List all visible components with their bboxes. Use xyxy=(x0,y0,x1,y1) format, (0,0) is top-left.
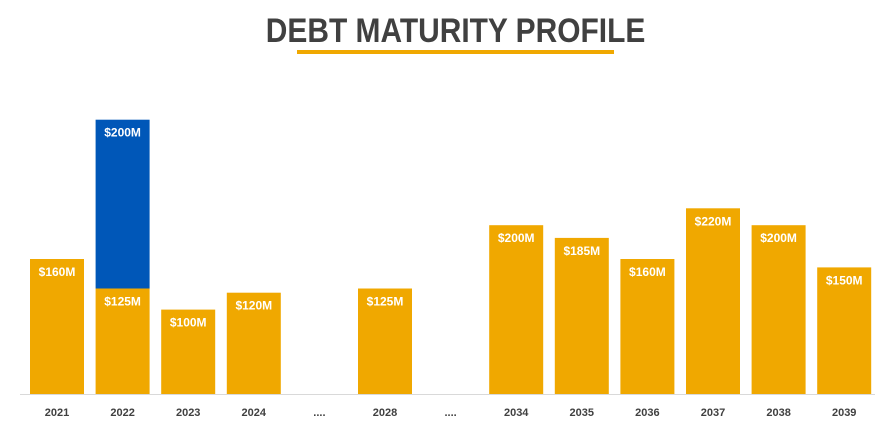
bar-2022-series-1 xyxy=(95,119,150,289)
x-tick-label: 2036 xyxy=(635,407,659,419)
bar-2023-series-0 xyxy=(161,309,216,394)
x-tick-label: 2028 xyxy=(373,407,397,419)
data-label-2038-series-0: $200M xyxy=(760,231,797,245)
bar-2021-series-0 xyxy=(30,259,84,394)
data-label-2022-series-1: $200M xyxy=(104,126,141,140)
x-tick-label: 2035 xyxy=(570,407,594,419)
data-label-2023-series-0: $100M xyxy=(170,316,207,330)
data-label-2036-series-0: $160M xyxy=(629,265,666,279)
x-tick-label: 2023 xyxy=(176,407,200,419)
bar-2022-series-0 xyxy=(95,288,150,394)
x-tick-label: .... xyxy=(313,407,325,419)
bar-2039-series-0 xyxy=(817,267,872,394)
bar-2035-series-0 xyxy=(554,237,609,394)
title-underline xyxy=(297,50,614,54)
bar-2024-series-0 xyxy=(226,292,281,394)
x-tick-label: 2021 xyxy=(45,407,69,419)
x-tick-label: .... xyxy=(444,407,456,419)
chart-title: DEBT MATURITY PROFILE xyxy=(265,12,646,50)
bar-2036-series-0 xyxy=(620,259,675,394)
data-label-2028-series-0: $125M xyxy=(367,295,404,309)
data-label-2024-series-0: $120M xyxy=(235,299,272,313)
data-label-2034-series-0: $200M xyxy=(498,231,535,245)
x-tick-label: 2037 xyxy=(701,407,725,419)
data-label-2035-series-0: $185M xyxy=(563,244,600,258)
data-label-2039-series-0: $150M xyxy=(826,273,863,287)
x-tick-label: 2039 xyxy=(832,407,856,419)
bar-2034-series-0 xyxy=(489,225,544,394)
bar-2028-series-0 xyxy=(358,288,412,394)
x-tick-label: 2024 xyxy=(242,407,267,419)
data-label-2037-series-0: $220M xyxy=(695,214,732,228)
bar-2038-series-0 xyxy=(751,225,806,394)
data-label-2021-series-0: $160M xyxy=(39,265,76,279)
x-tick-label: 2038 xyxy=(766,407,790,419)
data-label-2022-series-0: $125M xyxy=(104,295,141,309)
x-tick-label: 2034 xyxy=(504,407,529,419)
bar-2037-series-0 xyxy=(686,208,740,394)
x-tick-label: 2022 xyxy=(110,407,134,419)
